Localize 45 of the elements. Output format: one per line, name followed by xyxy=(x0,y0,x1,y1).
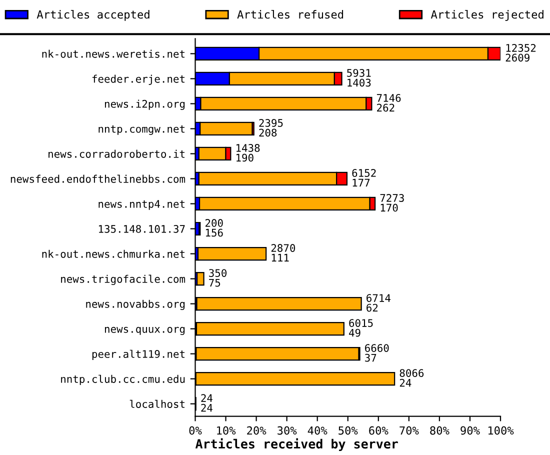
y-tick-label: feeder.erje.net xyxy=(92,74,185,85)
legend-label: Articles rejected xyxy=(430,10,544,21)
y-tick-label: nk-out.news.weretis.net xyxy=(42,50,185,58)
annotation: 1438 190 xyxy=(236,144,260,162)
x-tick-label: 90% xyxy=(460,426,480,435)
annotation: 24 24 xyxy=(201,394,212,412)
annotation: 350 75 xyxy=(209,269,227,287)
annotation: 6152 177 xyxy=(352,169,376,186)
y-tick-label: news.novabbs.org xyxy=(86,300,185,310)
annotation: 12352 2609 xyxy=(506,44,536,62)
x-tick-label: 70% xyxy=(400,426,419,435)
x-tick-label: 30% xyxy=(278,426,297,435)
x-tick-label: 60% xyxy=(369,426,388,435)
y-tick-label: 135.148.101.37 xyxy=(98,225,185,233)
x-tick-label: 50% xyxy=(338,426,358,435)
y-tick-label: news.nntp4.net xyxy=(98,200,185,210)
annotation: 5931 1403 xyxy=(347,68,371,87)
y-tick-label: nntp.club.cc.cmu.edu xyxy=(61,374,185,385)
y-tick-label: news.trigofacile.com xyxy=(61,274,186,285)
x-tick-label: 0% xyxy=(189,426,202,435)
x-tick-label: 100% xyxy=(488,426,514,435)
annotation: 6015 49 xyxy=(349,319,373,337)
y-tick-label: news.i2pn.org xyxy=(104,100,185,110)
y-tick-label: localhost xyxy=(130,400,185,408)
x-axis-title: Articles received by server xyxy=(195,438,398,451)
y-tick-label: news.quux.org xyxy=(104,326,185,335)
y-tick-label: news.corradoroberto.it xyxy=(48,150,185,158)
legend-label: Articles accepted xyxy=(36,10,150,21)
y-tick-label: newsfeed.endofthelinebbs.com xyxy=(10,174,186,183)
x-tick-label: 80% xyxy=(430,426,450,435)
y-tick-label: nntp.comgw.net xyxy=(98,125,185,135)
annotation: 7273 170 xyxy=(380,194,404,212)
y-tick-label: peer.alt119.net xyxy=(92,350,185,360)
annotation: 2870 111 xyxy=(271,244,296,262)
annotation: 6660 37 xyxy=(365,344,389,362)
x-tick-label: 40% xyxy=(308,426,328,435)
annotation: 7146 262 xyxy=(376,94,401,112)
annotation: 2395 208 xyxy=(259,119,283,137)
annotation: 200 156 xyxy=(205,219,223,237)
x-tick-label: 20% xyxy=(247,426,266,435)
x-tick-label: 10% xyxy=(217,426,236,435)
legend-label: Articles refused xyxy=(237,10,344,19)
y-tick-label: nk-out.news.chmurka.net xyxy=(42,250,185,258)
annotation: 8066 24 xyxy=(400,369,424,387)
annotation: 6714 62 xyxy=(366,294,390,312)
